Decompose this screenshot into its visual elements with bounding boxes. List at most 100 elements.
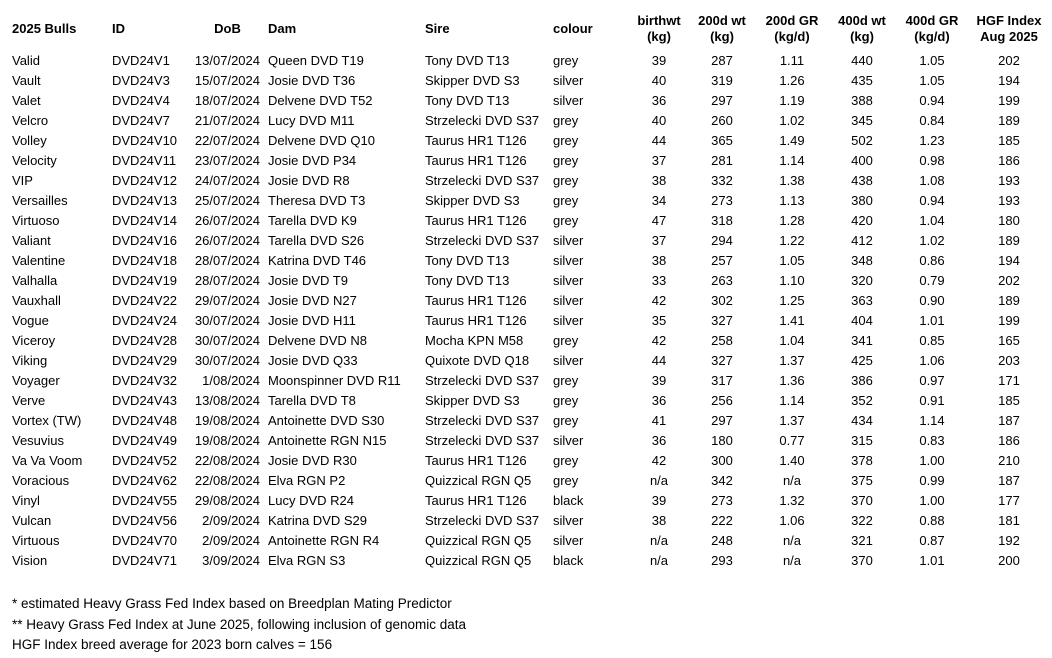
cell-gr200: 1.32 — [779, 492, 805, 508]
cell-name: Velocity — [12, 152, 57, 168]
cell-birthwt: 36 — [651, 392, 667, 408]
cell-dob: 29/08/2024 — [194, 492, 260, 508]
cell-gr200: 1.05 — [779, 252, 805, 268]
cell-sire: Taurus HR1 T126 — [425, 492, 527, 508]
cell-name: Voyager — [12, 372, 60, 388]
cell-birthwt: 44 — [651, 132, 667, 148]
cell-wt200: 342 — [711, 472, 733, 488]
table-row: Viceroy DVD24V28 30/07/2024 Delvene DVD N8 M… — [12, 330, 1050, 350]
table-row: Va Va Voom DVD24V52 22/08/2024 Josie DVD R3… — [12, 450, 1050, 470]
cell-dam: Josie DVD N27 — [268, 292, 357, 308]
cell-gr400: 1.06 — [919, 352, 945, 368]
column-header-birthwt: birthwt (kg) — [630, 8, 688, 50]
cell-sire: Skipper DVD S3 — [425, 192, 520, 208]
cell-sire: Strzelecki DVD S37 — [425, 512, 540, 528]
cell-hgf: 177 — [998, 492, 1020, 508]
column-header-sublabel: (kg) — [710, 29, 734, 44]
cell-hgf: 189 — [998, 112, 1020, 128]
table-row: VIP DVD24V12 24/07/2024 Josie DVD R8 Strzele… — [12, 170, 1050, 190]
cell-wt200: 257 — [711, 252, 733, 268]
cell-dob: 29/07/2024 — [194, 292, 260, 308]
cell-wt400: 322 — [851, 512, 873, 528]
cell-gr400: 1.02 — [919, 232, 945, 248]
cell-id: DVD24V12 — [112, 172, 178, 188]
cell-hgf: 199 — [998, 92, 1020, 108]
cell-gr400: 1.01 — [919, 552, 945, 568]
column-header-label: DoB — [214, 21, 241, 36]
cell-birthwt: 39 — [651, 372, 667, 388]
cell-hgf: 193 — [998, 172, 1020, 188]
cell-name: Virtuous — [12, 532, 60, 548]
cell-birthwt: 40 — [651, 72, 667, 88]
column-header-gr400: 400d GR (kg/d) — [896, 8, 968, 50]
column-header-sublabel: (kg/d) — [774, 29, 810, 44]
cell-colour: silver — [553, 292, 584, 308]
cell-birthwt: 39 — [651, 492, 667, 508]
cell-dam: Josie DVD Q33 — [268, 352, 358, 368]
cell-dob: 24/07/2024 — [194, 172, 260, 188]
cell-birthwt: 44 — [651, 352, 667, 368]
cell-wt200: 365 — [711, 132, 733, 148]
cell-gr200: 1.10 — [779, 272, 805, 288]
cell-gr400: 0.83 — [919, 432, 945, 448]
cell-gr400: 0.97 — [919, 372, 945, 388]
cell-id: DVD24V62 — [112, 472, 178, 488]
cell-gr400: 1.05 — [919, 72, 945, 88]
cell-colour: grey — [553, 332, 579, 348]
cell-dam: Queen DVD T19 — [268, 52, 364, 68]
cell-wt200: 327 — [711, 352, 733, 368]
cell-gr200: 1.28 — [779, 212, 805, 228]
cell-hgf: 165 — [998, 332, 1020, 348]
cell-name: Velcro — [12, 112, 49, 128]
cell-hgf: 199 — [998, 312, 1020, 328]
cell-sire: Quizzical RGN Q5 — [425, 532, 532, 548]
cell-wt400: 400 — [851, 152, 873, 168]
cell-sire: Quizzical RGN Q5 — [425, 552, 532, 568]
cell-sire: Skipper DVD S3 — [425, 72, 520, 88]
table-row: Vault DVD24V3 15/07/2024 Josie DVD T36 Skipp… — [12, 70, 1050, 90]
cell-name: Verve — [12, 392, 46, 408]
cell-dam: Delvene DVD Q10 — [268, 132, 375, 148]
cell-birthwt: 38 — [651, 512, 667, 528]
cell-gr400: 0.90 — [919, 292, 945, 308]
cell-hgf: 202 — [998, 52, 1020, 68]
cell-wt400: 388 — [851, 92, 873, 108]
cell-colour: silver — [553, 272, 584, 288]
cell-wt200: 248 — [711, 532, 733, 548]
column-header-label: Sire — [425, 21, 450, 36]
cell-wt400: 348 — [851, 252, 873, 268]
cell-wt400: 370 — [851, 552, 873, 568]
cell-colour: grey — [553, 52, 579, 68]
cell-id: DVD24V52 — [112, 452, 178, 468]
cell-wt200: 319 — [711, 72, 733, 88]
cell-hgf: 186 — [998, 152, 1020, 168]
cell-gr200: 1.06 — [779, 512, 805, 528]
cell-name: Vauxhall — [12, 292, 61, 308]
cell-birthwt: 38 — [651, 252, 667, 268]
cell-name: Vinyl — [12, 492, 40, 508]
cell-wt400: 412 — [851, 232, 873, 248]
cell-colour: grey — [553, 392, 579, 408]
cell-wt200: 294 — [711, 232, 733, 248]
cell-dam: Josie DVD H11 — [268, 312, 356, 328]
cell-name: VIP — [12, 172, 33, 188]
cell-dam: Delvene DVD T52 — [268, 92, 373, 108]
cell-sire: Tony DVD T13 — [425, 52, 510, 68]
cell-id: DVD24V3 — [112, 72, 170, 88]
cell-dam: Moonspinner DVD R11 — [268, 372, 401, 388]
cell-hgf: 185 — [998, 132, 1020, 148]
column-header-sire: Sire — [425, 8, 553, 50]
cell-dob: 19/08/2024 — [194, 432, 260, 448]
cell-gr200: 1.26 — [779, 72, 805, 88]
cell-hgf: 180 — [998, 212, 1020, 228]
cell-colour: grey — [553, 452, 579, 468]
cell-gr200: 1.13 — [779, 192, 805, 208]
cell-dam: Josie DVD T9 — [268, 272, 348, 288]
cell-id: DVD24V32 — [112, 372, 178, 388]
cell-wt200: 297 — [711, 92, 733, 108]
cell-birthwt: 36 — [651, 432, 667, 448]
cell-gr200: 1.41 — [779, 312, 805, 328]
cell-dam: Antoinette RGN N15 — [268, 432, 387, 448]
cell-sire: Strzelecki DVD S37 — [425, 172, 540, 188]
cell-wt400: 378 — [851, 452, 873, 468]
